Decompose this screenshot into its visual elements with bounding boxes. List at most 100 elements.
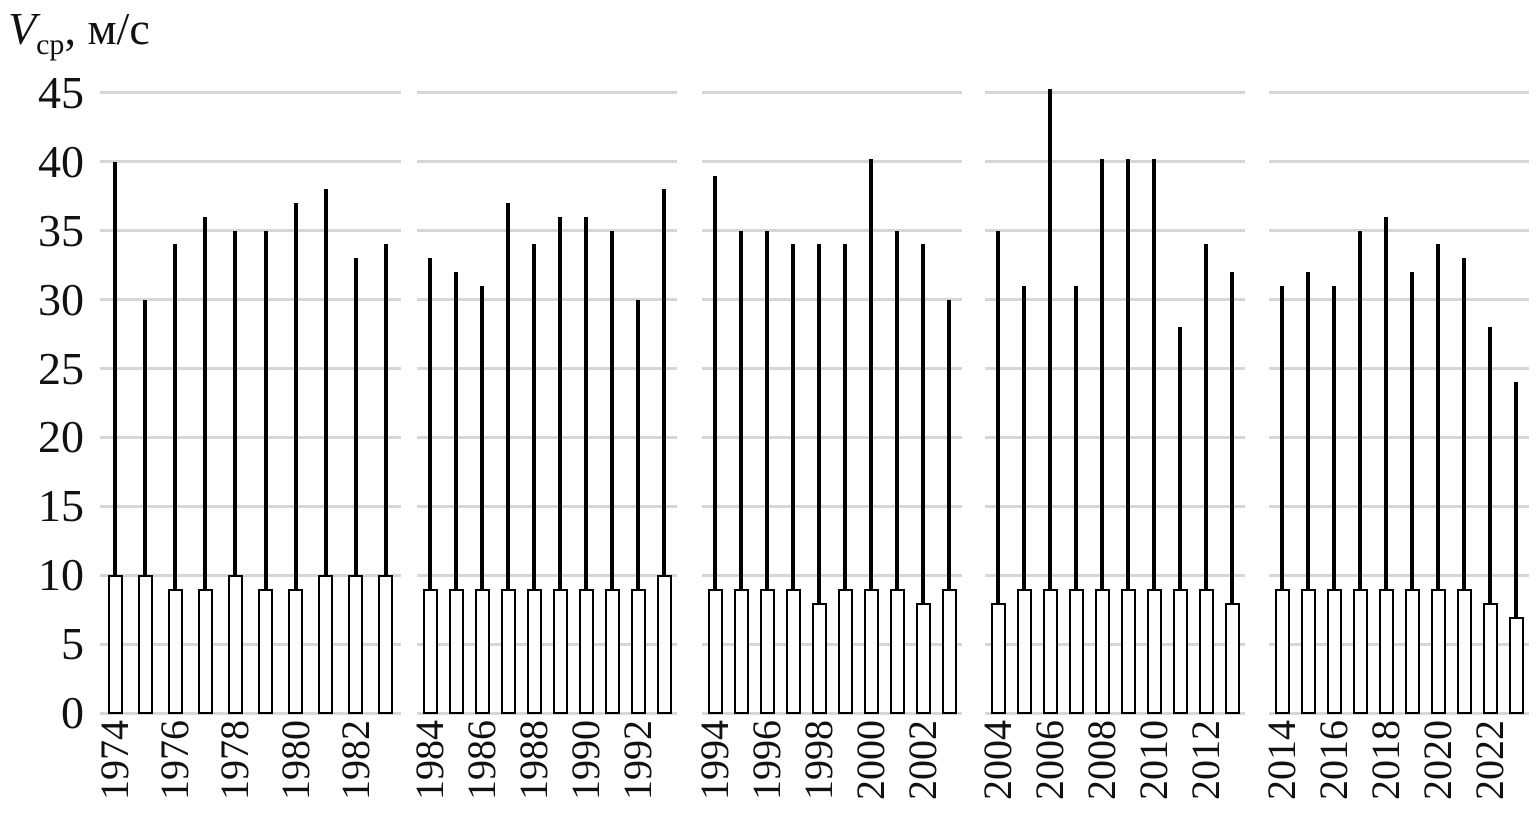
bar [1456, 588, 1472, 715]
x-tick-label: 1976 [152, 720, 198, 800]
whisker-max-line [1204, 244, 1208, 593]
chart-title: Vср, м/с [8, 2, 150, 60]
gridline [100, 642, 401, 646]
gridline [417, 367, 677, 370]
whisker-max-line [869, 159, 873, 593]
x-tick-label: 1980 [272, 720, 318, 800]
x-tick-label: 2020 [1415, 720, 1460, 800]
bar [448, 588, 464, 715]
gridline [417, 229, 677, 233]
whisker-max-line [739, 230, 743, 593]
gridline [985, 91, 1245, 95]
bar [107, 575, 123, 715]
whisker-max-line [713, 175, 717, 593]
chart-panel: 2014 2016 2018 2020 2022 [1259, 0, 1529, 823]
chart-panel: 2004 2006 2008 2010 2012 [975, 0, 1245, 823]
whisker-max-line [1126, 159, 1130, 593]
bar [707, 588, 723, 715]
gridline [985, 573, 1245, 577]
bar [197, 588, 213, 715]
whisker-max-line [1514, 382, 1518, 621]
bar [578, 588, 594, 715]
x-tick-label: 1974 [92, 720, 138, 800]
bar [552, 588, 568, 715]
whisker-max-line [173, 244, 178, 593]
whisker-max-line [843, 244, 847, 593]
gridline [985, 367, 1245, 370]
bar [759, 588, 775, 715]
bar [348, 575, 364, 715]
whisker-max-line [1022, 285, 1026, 593]
y-tick-label: 35 [38, 204, 84, 256]
gridline [1269, 229, 1529, 233]
x-tick-label: 2008 [1079, 720, 1124, 800]
whisker-max-line [263, 230, 268, 593]
gridline [702, 504, 962, 508]
bar [1430, 588, 1446, 715]
whisker-max-line [323, 189, 328, 580]
whisker-max-line [428, 258, 432, 593]
gridline [100, 367, 401, 370]
x-tick-label: 1996 [744, 720, 789, 800]
bar [785, 588, 801, 715]
gridline [702, 229, 962, 233]
whisker-max-line [1048, 88, 1052, 593]
bar [1198, 588, 1214, 715]
gridline [417, 504, 677, 508]
bar [811, 602, 827, 715]
gridline [1269, 573, 1529, 577]
gridline [100, 711, 401, 715]
x-tick-label: 1986 [459, 720, 504, 800]
whisker-max-line [1462, 258, 1466, 593]
x-tick-label: 2010 [1131, 720, 1176, 800]
gridline [702, 160, 962, 164]
x-tick-label: 1982 [332, 720, 378, 800]
bar [1068, 588, 1084, 715]
x-tick-label: 2004 [975, 720, 1020, 800]
whisker-max-line [662, 189, 666, 580]
whisker-max-line [1384, 216, 1388, 593]
gridline [702, 298, 962, 302]
whisker-max-line [791, 244, 795, 593]
chart-panel: 1974 1976 1978 1980 1982 [92, 0, 401, 823]
bar [837, 588, 853, 715]
gridline [702, 711, 962, 715]
gridline [1269, 711, 1529, 715]
bar [258, 588, 274, 715]
whisker-max-line [383, 244, 388, 580]
whisker-max-line [143, 299, 148, 580]
whisker-max-line [532, 244, 536, 593]
gridline [1269, 298, 1529, 302]
x-tick-label: 1978 [212, 720, 258, 800]
gridline [1269, 367, 1529, 370]
bar [1352, 588, 1368, 715]
x-tick-label: 1992 [615, 720, 660, 800]
gridline [100, 160, 401, 164]
whisker-max-line [353, 258, 358, 580]
gridline [985, 435, 1245, 439]
whisker-max-line [1332, 285, 1336, 593]
gridline [985, 229, 1245, 233]
x-tick-label: 2000 [848, 720, 893, 800]
title-subscript: ср [36, 28, 65, 62]
whisker-max-line [765, 230, 769, 593]
gridline [985, 504, 1245, 508]
whisker-max-line [1410, 272, 1414, 593]
x-tick-label: 1998 [796, 720, 841, 800]
bar [915, 602, 931, 715]
bar [1146, 588, 1162, 715]
whisker-max-line [1358, 230, 1362, 593]
x-tick-label: 1984 [407, 720, 452, 800]
x-tick-label: 1988 [511, 720, 556, 800]
y-tick-label: 20 [38, 411, 84, 463]
gridline [100, 91, 401, 95]
bar [1378, 588, 1394, 715]
bar [474, 588, 490, 715]
y-tick-label: 25 [38, 342, 84, 394]
gridline [985, 642, 1245, 646]
bar [1508, 616, 1524, 715]
whisker-max-line [817, 244, 821, 607]
bar [630, 588, 646, 715]
bar [378, 575, 394, 715]
